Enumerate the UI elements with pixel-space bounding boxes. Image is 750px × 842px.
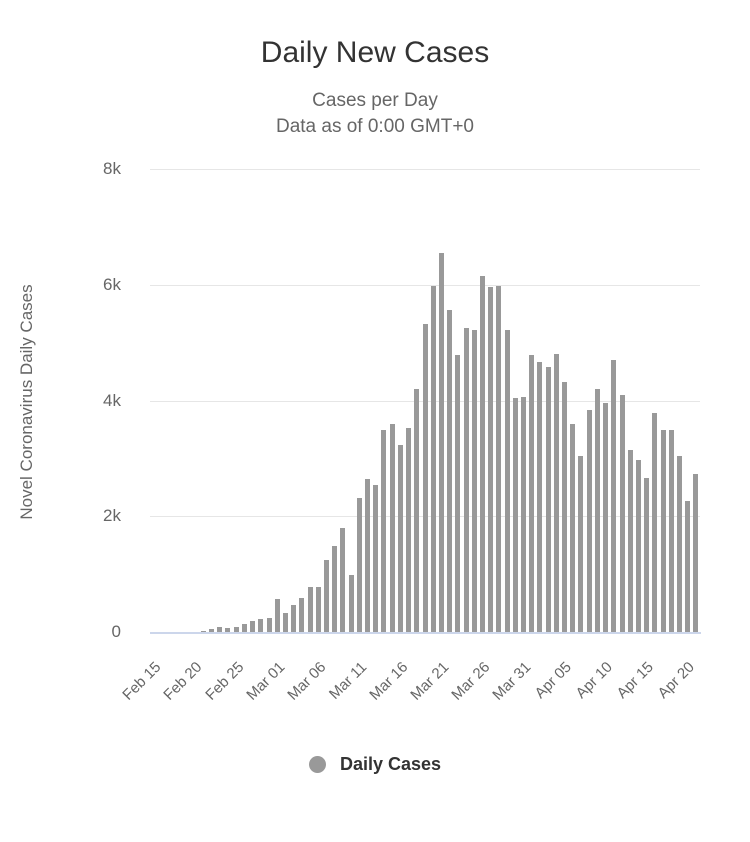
bar[interactable]	[627, 450, 633, 632]
legend-label: Daily Cases	[339, 753, 442, 774]
chart-subtitle: Cases per Day Data as of 0:00 GMT+0	[0, 88, 750, 140]
bar[interactable]	[521, 397, 526, 632]
bar[interactable]	[365, 479, 371, 632]
bar[interactable]	[471, 330, 477, 632]
bar[interactable]	[512, 398, 518, 632]
x-axis-tick-label: Mar 26	[448, 658, 494, 704]
bar[interactable]	[562, 382, 568, 632]
x-axis-tick-label: Mar 06	[283, 658, 329, 704]
bar[interactable]	[447, 310, 453, 632]
gridline	[150, 169, 700, 170]
bar[interactable]	[373, 485, 379, 632]
bar[interactable]	[307, 587, 313, 632]
x-axis-tick-label: Mar 31	[489, 658, 535, 704]
bar[interactable]	[291, 605, 297, 632]
x-axis-tick-label: Mar 01	[242, 658, 288, 704]
bar[interactable]	[414, 389, 420, 632]
bar[interactable]	[266, 618, 272, 632]
gridline	[150, 284, 700, 286]
bar[interactable]	[397, 445, 403, 632]
bar[interactable]	[250, 621, 256, 632]
x-axis-tick-label: Apr 05	[531, 658, 576, 702]
bar[interactable]	[430, 286, 436, 632]
bar[interactable]	[225, 628, 231, 632]
bar[interactable]	[553, 354, 559, 632]
x-axis-tick-label: Apr 10	[572, 658, 617, 702]
bar[interactable]	[479, 276, 485, 632]
y-axis-tick-label: 6k	[103, 274, 121, 294]
bar[interactable]	[241, 624, 247, 632]
bar[interactable]	[586, 410, 592, 632]
bar[interactable]	[578, 456, 584, 632]
bar[interactable]	[660, 430, 666, 632]
bar[interactable]	[603, 403, 609, 632]
x-axis-tick-label: Apr 20	[655, 658, 699, 702]
bar[interactable]	[455, 355, 461, 632]
x-axis-tick-label: Feb 25	[201, 658, 247, 704]
chart-title: Daily New Cases	[260, 36, 490, 69]
y-axis-tick-label: 8k	[103, 159, 121, 178]
x-axis-tick-label: Feb 20	[160, 658, 206, 704]
bar[interactable]	[685, 501, 691, 632]
y-axis-tick-label: 2k	[103, 506, 121, 526]
bar[interactable]	[282, 613, 288, 632]
bar[interactable]	[635, 460, 641, 632]
bar[interactable]	[200, 631, 206, 632]
x-axis-line	[150, 632, 701, 634]
bar[interactable]	[619, 395, 625, 632]
x-axis-tick-label: Mar 21	[407, 658, 453, 704]
bar[interactable]	[652, 413, 658, 632]
x-axis-tick-label: Mar 16	[365, 658, 412, 704]
x-axis-tick-label: Feb 15	[119, 658, 165, 704]
legend-marker-circle-icon	[308, 755, 326, 773]
bar[interactable]	[488, 287, 494, 632]
bar[interactable]	[545, 367, 551, 632]
bar[interactable]	[381, 430, 387, 632]
bar[interactable]	[233, 627, 239, 632]
bar[interactable]	[504, 330, 510, 632]
subtitle-line-1: Cases per Day	[312, 90, 438, 111]
bar[interactable]	[406, 428, 412, 632]
bar[interactable]	[438, 253, 444, 632]
bar[interactable]	[668, 430, 674, 632]
bar[interactable]	[274, 599, 280, 632]
bar[interactable]	[209, 629, 215, 632]
x-axis-tick-label: Apr 15	[614, 658, 658, 702]
bar[interactable]	[422, 324, 428, 632]
bar[interactable]	[258, 619, 264, 632]
bar[interactable]	[529, 355, 535, 632]
x-axis-tick-label: Mar 11	[325, 658, 371, 703]
bar[interactable]	[611, 360, 617, 632]
subtitle-line-2: Data as of 0:00 GMT+0	[275, 116, 474, 137]
bar[interactable]	[676, 456, 682, 632]
y-axis-tick-label: 0	[111, 622, 121, 641]
legend-item-daily-cases[interactable]: Daily Cases	[0, 752, 750, 776]
bar[interactable]	[323, 560, 329, 632]
bar[interactable]	[537, 362, 543, 632]
y-axis-tick-label: 4k	[103, 390, 121, 410]
bar[interactable]	[332, 546, 338, 632]
bar[interactable]	[217, 627, 223, 632]
bar[interactable]	[496, 286, 502, 632]
bar[interactable]	[356, 498, 362, 632]
bar[interactable]	[644, 478, 650, 632]
bar[interactable]	[340, 528, 346, 632]
bar[interactable]	[389, 424, 395, 632]
bar[interactable]	[570, 424, 576, 632]
bar[interactable]	[594, 389, 600, 632]
bar[interactable]	[348, 575, 354, 632]
bar[interactable]	[299, 598, 305, 632]
bar[interactable]	[463, 328, 469, 632]
bar[interactable]	[693, 474, 699, 632]
bar[interactable]	[315, 587, 321, 632]
